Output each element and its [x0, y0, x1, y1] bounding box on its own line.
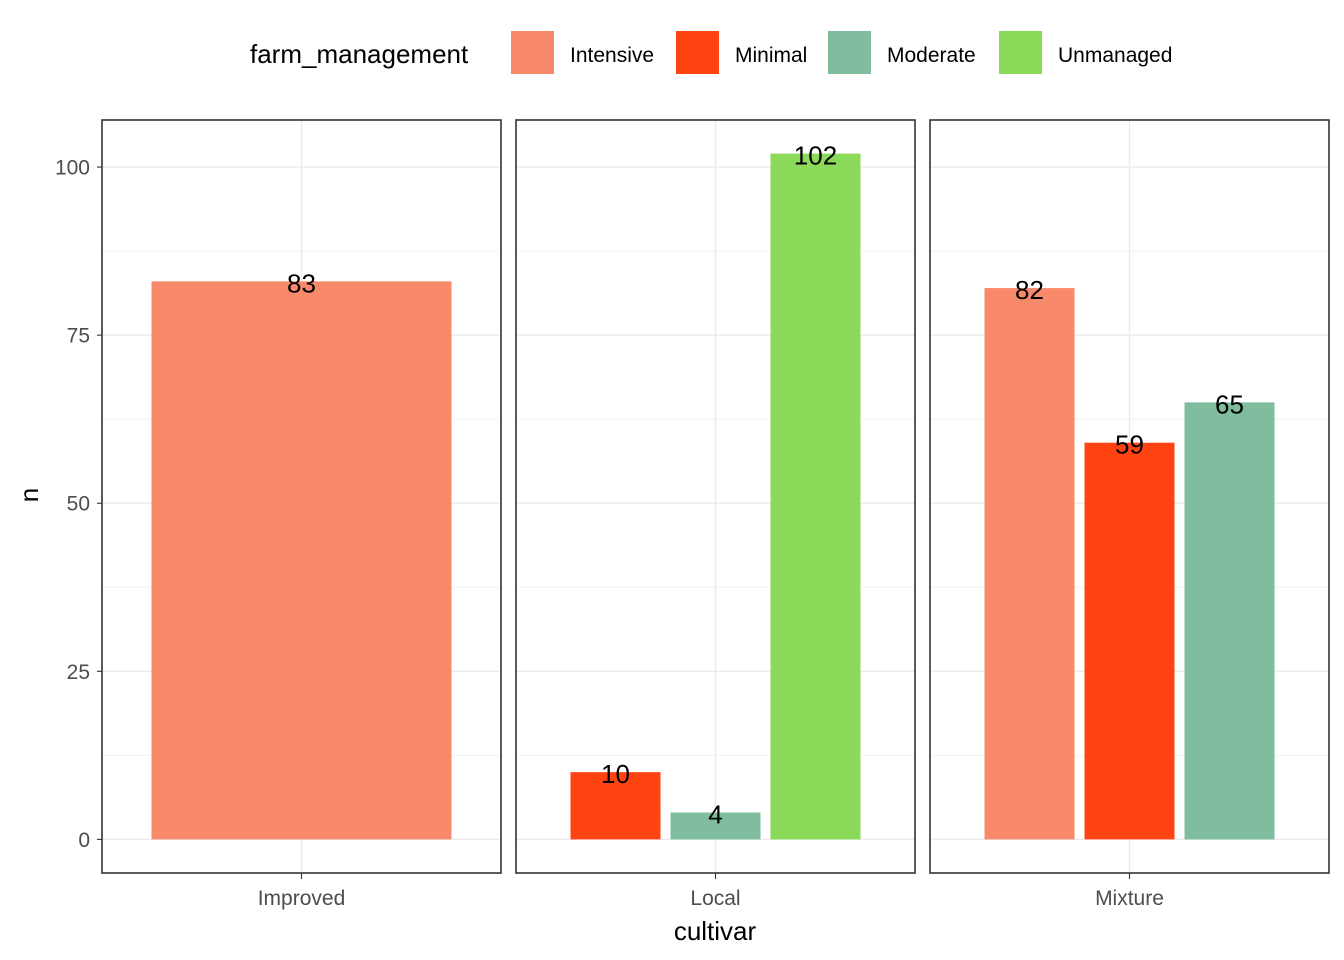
data-label: 59 — [1115, 430, 1144, 460]
facet-panel-local: 10 4 102 Local — [515, 119, 916, 910]
data-label: 10 — [601, 759, 630, 789]
bar-improved-intensive — [151, 281, 452, 840]
bar-mixture-minimal — [1084, 442, 1175, 840]
y-tick-label: 0 — [78, 829, 90, 852]
legend-label-unmanaged: Unmanaged — [1058, 44, 1172, 67]
bar-local-unmanaged — [770, 153, 861, 840]
y-tick-label: 100 — [55, 157, 90, 180]
legend-title: farm_management — [250, 39, 469, 69]
facet-panel-mixture: 82 59 65 Mixture — [929, 119, 1330, 910]
legend-label-intensive: Intensive — [570, 44, 654, 67]
legend-key-unmanaged — [999, 31, 1042, 74]
x-tick-label: Local — [690, 887, 740, 910]
legend-label-moderate: Moderate — [887, 44, 976, 67]
y-axis-title: n — [14, 488, 44, 502]
bar-mixture-intensive — [984, 288, 1075, 840]
data-label: 82 — [1015, 275, 1044, 305]
y-tick-label: 50 — [67, 493, 90, 516]
legend-key-minimal — [676, 31, 719, 74]
legend-key-intensive — [511, 31, 554, 74]
bar-local-moderate — [670, 812, 761, 840]
bar-mixture-moderate — [1184, 402, 1275, 840]
x-axis-title: cultivar — [674, 916, 757, 946]
data-label: 4 — [708, 799, 722, 829]
y-axis: 0 25 50 75 100 — [55, 157, 102, 852]
data-label: 83 — [287, 268, 316, 298]
legend: farm_management Intensive Minimal Moderate… — [250, 31, 1172, 74]
x-tick-label: Mixture — [1095, 887, 1164, 910]
facet-panels: 83 Improved 10 4 102 Local 82 59 65 Mixture — [101, 119, 1330, 910]
x-tick-label: Improved — [258, 887, 346, 910]
data-label: 65 — [1215, 389, 1244, 419]
legend-key-moderate — [828, 31, 871, 74]
data-label: 102 — [794, 141, 837, 171]
facet-panel-improved: 83 Improved — [101, 119, 502, 910]
y-tick-label: 75 — [67, 325, 90, 348]
legend-label-minimal: Minimal — [735, 44, 807, 67]
y-tick-label: 25 — [67, 661, 90, 684]
bar-local-minimal — [570, 772, 661, 840]
